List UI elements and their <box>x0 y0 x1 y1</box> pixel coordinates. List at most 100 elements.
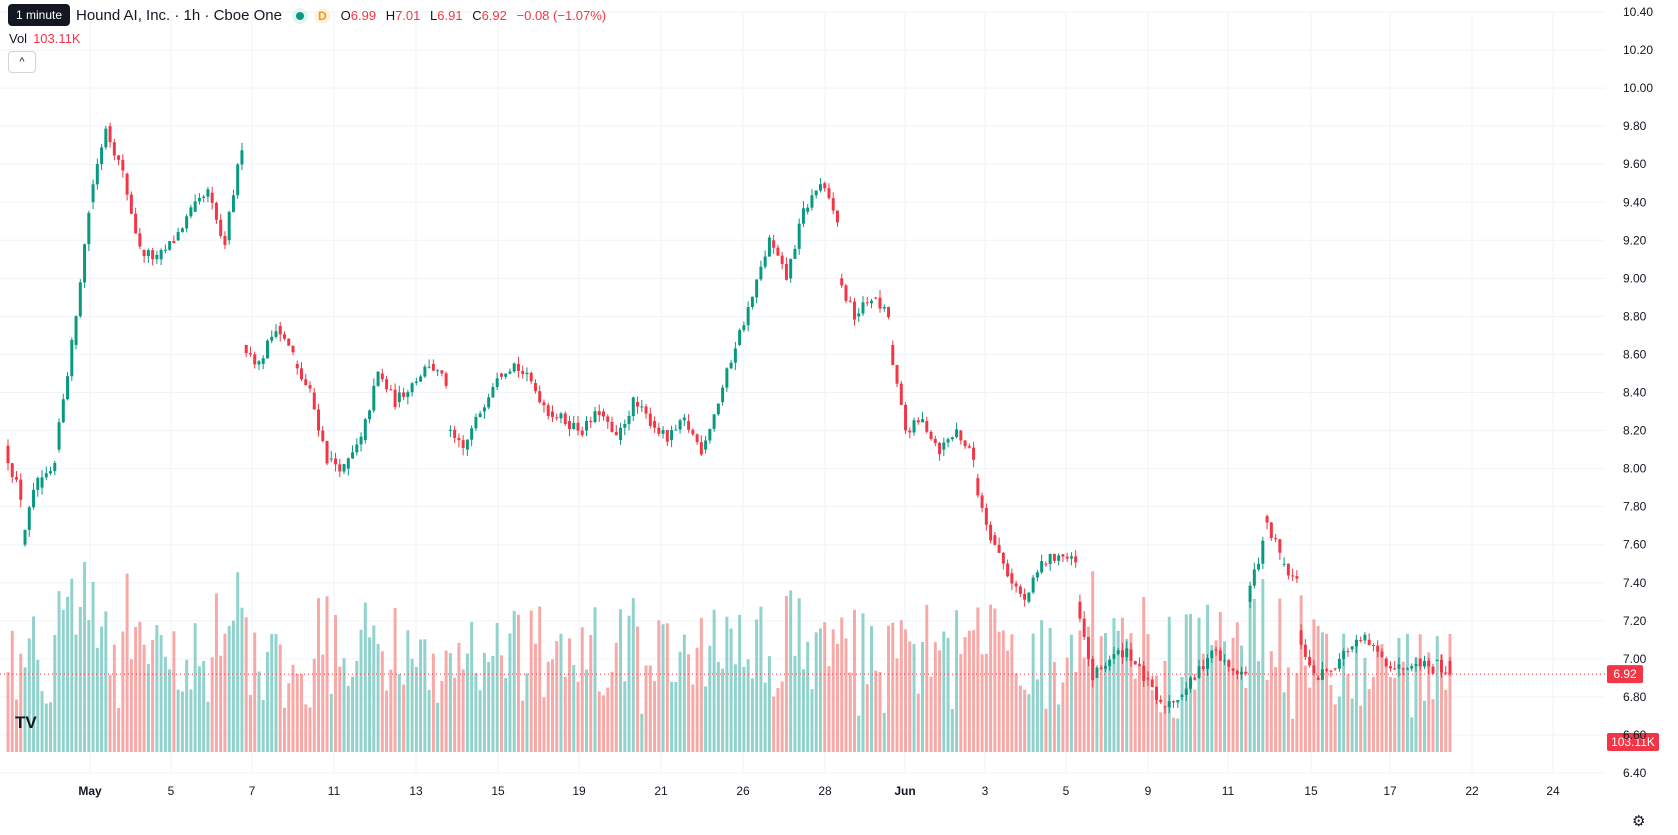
candle-body <box>776 247 780 256</box>
volume-bar <box>559 633 563 752</box>
volume-bar <box>929 676 933 752</box>
volume-bar <box>1303 665 1307 752</box>
volume-bar <box>219 655 223 752</box>
candle-body <box>104 128 108 148</box>
volume-bar <box>487 662 491 752</box>
volume-bar <box>491 655 495 752</box>
candle-body <box>772 240 776 248</box>
volume-bar <box>1388 677 1392 752</box>
candle-body <box>295 363 299 369</box>
candle-body <box>516 363 520 371</box>
volume-bar <box>1069 634 1073 752</box>
candle-body <box>1274 538 1278 540</box>
volume-bar <box>729 628 733 752</box>
volume-bar <box>725 616 729 752</box>
candle-body <box>448 429 452 431</box>
volume-bar <box>1371 676 1375 752</box>
volume-bar <box>78 606 82 752</box>
volume-bar <box>563 676 567 752</box>
symbol-legend: Hound AI, Inc. · 1h · Cboe One D O6.99 H… <box>6 7 612 24</box>
candle-body <box>227 212 231 241</box>
price-tick-label: 7.60 <box>1623 538 1647 552</box>
volume-bar <box>644 665 648 752</box>
collapse-legend-button[interactable]: ^ <box>8 51 36 73</box>
candle-body <box>410 383 414 393</box>
time-tick-label: 21 <box>654 784 668 798</box>
candle-body <box>108 126 112 143</box>
time-tick-label: 17 <box>1383 784 1397 798</box>
candle-body <box>499 373 503 377</box>
volume-bar <box>1291 718 1295 752</box>
volume-bar <box>784 596 788 752</box>
candle-body <box>716 403 720 415</box>
volume-bar <box>1074 672 1078 752</box>
volume-bar <box>525 673 529 752</box>
candle-body <box>291 345 295 353</box>
candle-body <box>329 458 333 460</box>
symbol-title[interactable]: Hound AI, Inc. · 1h · Cboe One <box>76 7 282 24</box>
volume-bar <box>636 626 640 752</box>
volume-bar <box>1422 700 1426 752</box>
close-value: 6.92 <box>481 8 507 23</box>
volume-bar <box>831 629 835 752</box>
candle-body <box>423 366 427 377</box>
volume-bar <box>852 609 856 752</box>
volume-bar <box>810 689 814 752</box>
candle-body <box>83 244 87 283</box>
volume-bar <box>1159 712 1163 752</box>
volume-bar <box>704 686 708 752</box>
candle-body <box>100 147 104 165</box>
volume-bar <box>414 667 418 752</box>
time-tick-label: 3 <box>982 784 989 798</box>
volume-bar <box>610 671 614 752</box>
candle-body <box>244 344 248 354</box>
time-axis[interactable]: May 5 7 11 13 15 19 21 26 28 Jun 3 5 9 11 15 17 22 24 <box>78 784 1560 798</box>
candle-body <box>827 188 831 199</box>
candle-body <box>1397 664 1401 669</box>
volume-bar <box>1133 678 1137 752</box>
candle-body <box>1418 658 1422 667</box>
time-tick-label: 15 <box>1304 784 1318 798</box>
candle-body <box>202 196 206 198</box>
candle-body <box>972 447 976 460</box>
volume-bar <box>6 672 10 752</box>
price-tick-label: 8.00 <box>1623 462 1647 476</box>
volume-bar <box>1359 705 1363 752</box>
candle-body <box>15 477 18 480</box>
volume-bar <box>1440 654 1443 752</box>
time-tick-label: May <box>78 784 102 798</box>
candle-body <box>733 348 737 363</box>
candle-body <box>1082 618 1086 637</box>
volume-bar <box>1325 633 1329 752</box>
volume-bar <box>512 610 516 752</box>
candle-body <box>1044 563 1048 565</box>
volume-bar <box>1286 667 1290 752</box>
volume-bar <box>44 703 48 752</box>
candle-body <box>861 302 865 314</box>
chart-grid <box>0 11 1605 774</box>
candle-body <box>1197 666 1201 678</box>
candle-body <box>678 420 682 430</box>
candle-body <box>818 184 822 191</box>
data-status-badge: D <box>313 8 331 23</box>
volume-bar <box>627 615 631 752</box>
volume-bar <box>223 633 227 752</box>
volume-bars <box>6 562 1452 752</box>
gear-icon[interactable]: ⚙ <box>1632 813 1646 830</box>
candle-body <box>1163 706 1167 708</box>
volume-bar <box>1380 644 1384 752</box>
candle-body <box>942 442 946 450</box>
tradingview-logo-icon[interactable]: TV <box>15 713 37 732</box>
volume-bar <box>146 664 150 752</box>
candle-body <box>878 297 882 309</box>
price-tick-label: 9.40 <box>1623 195 1647 209</box>
volume-bar <box>1095 676 1099 752</box>
candle-body <box>589 420 593 423</box>
price-axis[interactable]: 10.40 10.20 10.00 9.80 9.60 9.40 9.20 9.00 8.80 8… <box>1623 5 1653 780</box>
volume-bar <box>499 655 503 752</box>
candle-body <box>1388 666 1392 669</box>
volume-bar <box>202 661 206 752</box>
volume-bar <box>755 619 759 752</box>
candle-body <box>1299 630 1303 645</box>
